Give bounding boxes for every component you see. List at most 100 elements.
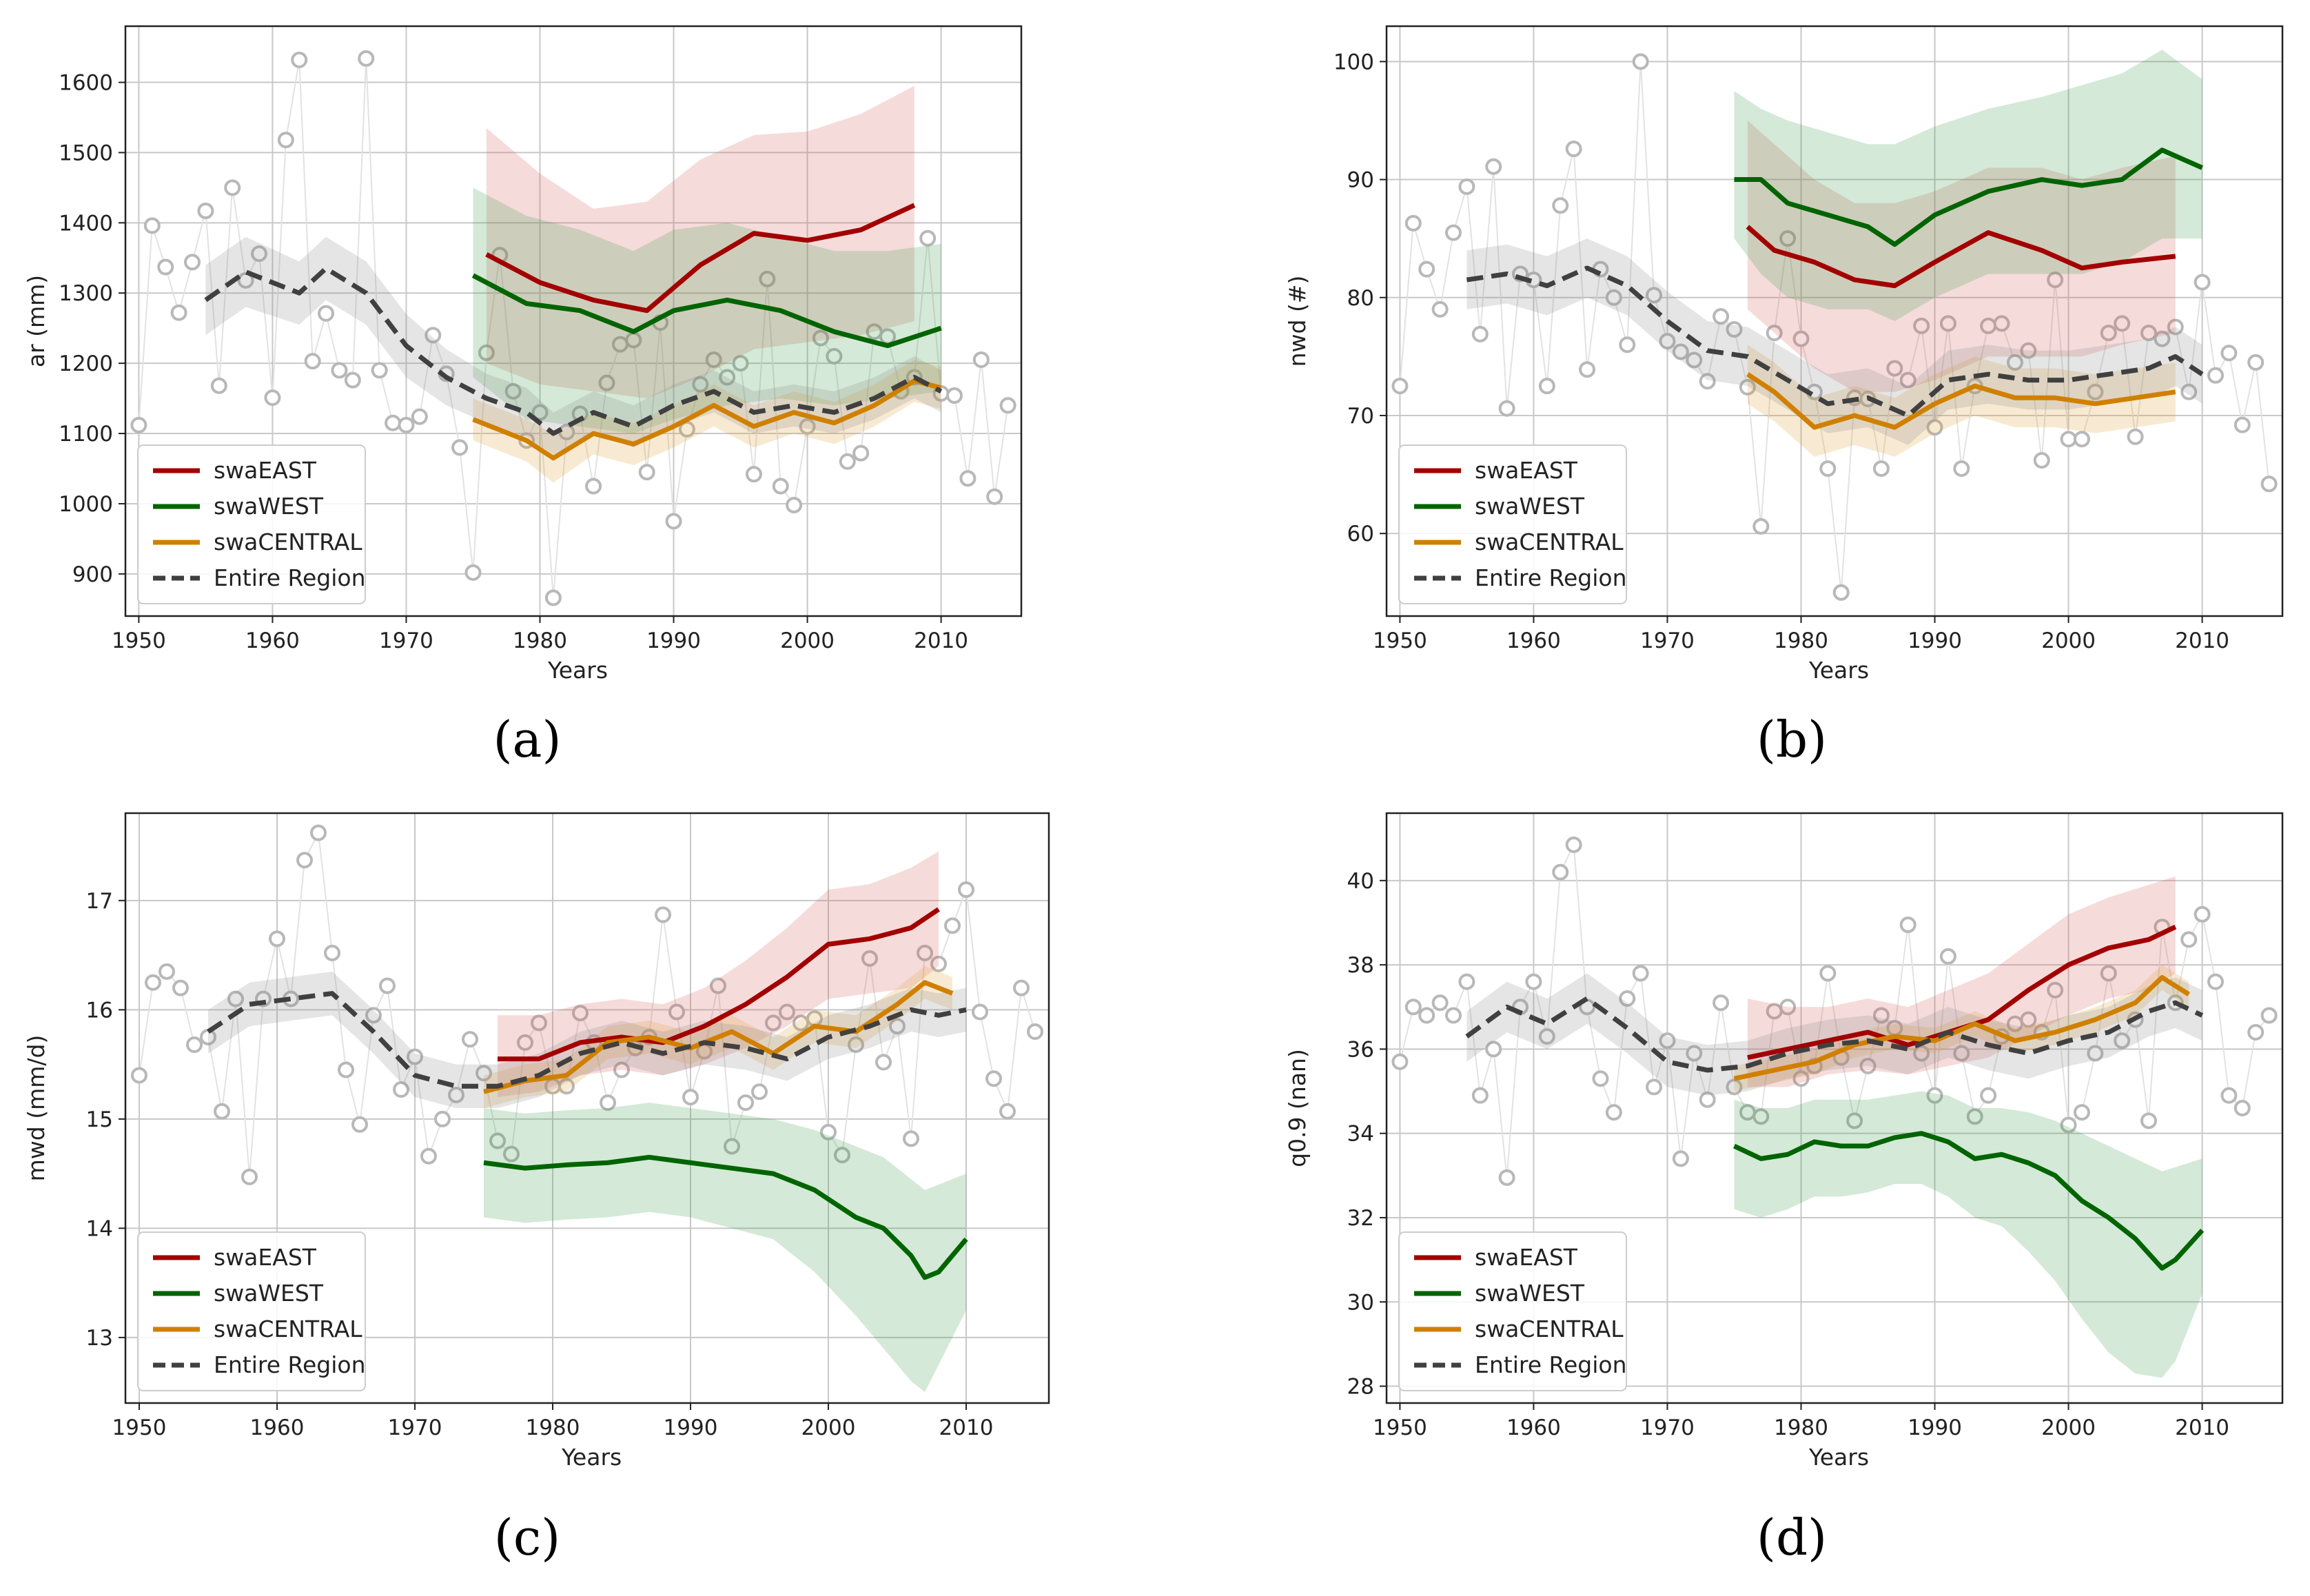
chart-a-observation-point	[143, 217, 161, 234]
chart-a-axes-frame	[124, 25, 1023, 617]
chart-c-xtick-label: 1960	[250, 1415, 305, 1440]
chart-panel-d: 1950 1960 1970 1980 1990 2000 2010 28 30 32 34 36 38…	[1284, 812, 2284, 1566]
chart-d-ytick-label: 32	[1347, 1206, 1374, 1231]
chart-c-legend: swaEAST swaWEST swaCENTRAL Entire Region	[137, 1231, 366, 1391]
chart-d-observation-point	[2260, 1007, 2278, 1024]
chart-c-band-swaeast	[498, 851, 939, 1098]
chart-c-legend-label-swaeast: swaEAST	[214, 1244, 317, 1271]
chart-a-observation-point	[745, 466, 762, 483]
chart-c-ylabel: mwd (mm/d)	[23, 1035, 50, 1182]
chart-a-observation-point	[959, 470, 977, 487]
chart-a-legend-label-swaeast: swaEAST	[214, 457, 317, 484]
chart-d-observation-point	[1592, 1070, 1609, 1087]
chart-d-observations	[1391, 836, 2278, 1186]
chart-c-observation-point	[269, 930, 285, 948]
chart-d-legend-label-swawest: swaWEST	[1475, 1280, 1585, 1307]
chart-c-observation-point	[407, 1048, 423, 1065]
chart-b-observation-point	[1565, 141, 1582, 158]
chart-d-observation-point	[1713, 994, 1730, 1012]
chart-d-observation-point	[1792, 1070, 1810, 1087]
chart-a-observation-point	[759, 270, 776, 287]
chart-d-observation-point	[1565, 836, 1582, 853]
chart-c-legend-box	[137, 1231, 366, 1391]
chart-a-xtick-label: 1990	[646, 628, 701, 653]
chart-a-observation-point	[986, 488, 1003, 505]
chart-b-legend-box	[1398, 444, 1627, 604]
chart-d-observation-point	[1391, 1053, 1409, 1070]
chart-a-observation-point	[170, 304, 187, 321]
chart-c-observation-point	[861, 950, 878, 967]
chart-c-ytick-label: 13	[86, 1326, 113, 1351]
chart-a-observation-point	[719, 369, 736, 386]
chart-a-ylabel: ar (mm)	[23, 275, 50, 367]
chart-d-observation-point	[2220, 1087, 2238, 1104]
chart-d-line-entire-region	[1465, 996, 2204, 1073]
chart-b-observation-point	[1458, 178, 1475, 195]
chart-b-observation-point	[2127, 428, 2144, 445]
chart-a-observation-point	[705, 351, 722, 369]
chart-d-observation-point	[2087, 1045, 2104, 1062]
chart-a-xtick-label: 1970	[379, 628, 433, 653]
chart-b-observation-point	[1913, 317, 1930, 334]
chart-c-observation-point	[159, 963, 175, 980]
chart-a-line-swawest	[471, 273, 942, 349]
chart-d-observation-point	[2020, 1011, 2037, 1028]
chart-c-observation-point	[476, 1065, 492, 1082]
chart-b-observation-point	[1445, 224, 1462, 241]
chart-d-axes-frame	[1385, 812, 2284, 1404]
chart-d-observation-point	[1953, 1045, 1970, 1062]
chart-c-observation-point	[131, 1067, 147, 1084]
chart-c-xtick-label: 1950	[112, 1415, 167, 1440]
chart-c-observation-point	[655, 906, 671, 923]
chart-b-observation-point	[1431, 300, 1449, 318]
chart-b-observation-point	[2140, 325, 2157, 342]
chart-d-observation-point	[1699, 1091, 1716, 1108]
chart-c-observation-point	[448, 1086, 464, 1103]
chart-c-band-swawest	[484, 1103, 966, 1393]
chart-a-xtick-label: 1980	[513, 628, 567, 653]
chart-a-observation-point	[678, 420, 695, 438]
chart-b-observation-point	[1792, 330, 1810, 347]
chart-d-xtick-label: 1980	[1774, 1415, 1828, 1440]
chart-a-observation-point	[184, 254, 201, 271]
chart-b-observation-point	[1538, 378, 1555, 395]
chart-a-observation-point	[812, 329, 829, 347]
chart-b-observation-point	[2047, 272, 2064, 289]
chart-d-observation-point	[1404, 999, 1422, 1016]
chart-a-ytick-label: 1300	[59, 281, 113, 306]
chart-b-observation-point	[1819, 460, 1837, 477]
chart-b-observation-point	[1779, 230, 1797, 247]
chart-b-xtick-label: 1970	[1640, 628, 1695, 653]
chart-c-line-swacentral	[483, 980, 954, 1094]
chart-d-ytick-label: 30	[1347, 1290, 1374, 1315]
chart-c-observation-point	[875, 1054, 892, 1071]
chart-b-observation-point	[2247, 354, 2265, 371]
chart-d-ytick-label: 40	[1347, 869, 1374, 894]
chart-d-observation-point	[2073, 1104, 2090, 1121]
chart-c-observation-point	[820, 1123, 837, 1140]
chart-c-observation-point	[613, 1061, 630, 1078]
chart-c-observation-point	[724, 1138, 740, 1155]
chart-a-observation-point	[972, 351, 990, 369]
chart-a-observation-point	[398, 416, 415, 433]
chart-d-observation-point	[1752, 1108, 1770, 1125]
chart-a-xlabel: Years	[547, 657, 608, 684]
chart-b-xtick-label: 1950	[1373, 628, 1427, 653]
chart-c-observation-point	[531, 1014, 547, 1032]
chart-d-observation-point	[2234, 1100, 2251, 1116]
chart-c-observation-point	[462, 1031, 478, 1048]
chart-a-observation-point	[130, 416, 147, 433]
chart-a-observation-point	[946, 387, 963, 405]
chart-b-legend: swaEAST swaWEST swaCENTRAL Entire Region	[1398, 444, 1627, 604]
chart-c-observation-point	[310, 824, 327, 841]
chart-c-xtick-label: 1970	[388, 1415, 442, 1440]
chart-b-observation-point	[2154, 330, 2171, 347]
chart-a-observation-point	[732, 355, 749, 372]
chart-b-ytick-label: 70	[1347, 404, 1374, 429]
chart-d-observation-point	[1525, 973, 1542, 990]
chart-a-observation-point	[425, 327, 442, 344]
chart-a-ytick-label: 1200	[59, 351, 113, 376]
chart-b-band-swacentral	[1747, 345, 2176, 457]
chart-a-observation-point	[598, 374, 615, 391]
chart-c-observation-point	[296, 852, 313, 869]
